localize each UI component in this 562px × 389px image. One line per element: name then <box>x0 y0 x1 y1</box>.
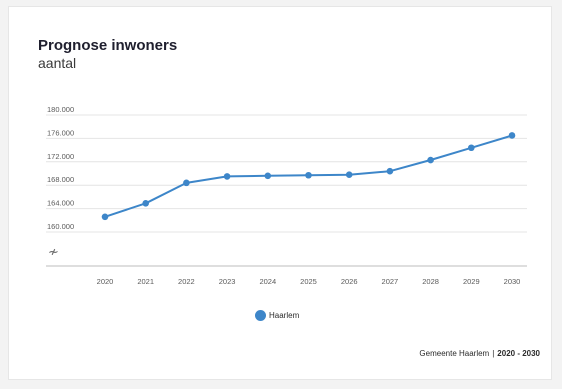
data-point[interactable] <box>468 144 475 152</box>
x-tick-label: 2020 <box>97 277 114 286</box>
footer-source-name: Gemeente Haarlem <box>419 349 490 358</box>
data-point[interactable] <box>305 171 312 179</box>
gridlines <box>46 114 527 267</box>
axis-break-icon: ≁ <box>48 245 59 260</box>
data-point[interactable] <box>101 213 109 221</box>
legend-marker-haarlem <box>255 310 266 321</box>
data-point[interactable] <box>183 179 190 187</box>
y-tick-label: 176.000 <box>47 128 74 137</box>
x-tick-label: 2023 <box>219 277 236 286</box>
data-point[interactable] <box>427 156 434 164</box>
x-tick-label: 2027 <box>382 277 399 286</box>
y-tick-label: 160.000 <box>47 222 74 231</box>
data-point[interactable] <box>508 132 516 139</box>
chart-card <box>8 6 552 380</box>
footer-years: 2020 - 2030 <box>497 349 540 358</box>
data-point[interactable] <box>386 167 394 175</box>
x-axis-ticks: 2020 2021 2022 2023 2024 2025 2026 2027 2028 2029… <box>97 277 521 286</box>
x-tick-label: 2028 <box>422 277 439 286</box>
data-point[interactable] <box>345 171 353 178</box>
legend[interactable]: Haarlem <box>255 310 299 321</box>
y-tick-label: 172.000 <box>47 152 74 161</box>
x-tick-label: 2022 <box>178 277 195 286</box>
x-tick-label: 2026 <box>341 277 358 286</box>
chart-title: Prognose inwoners <box>38 37 178 54</box>
x-tick-label: 2030 <box>504 277 521 286</box>
chart-subtitle: aantal <box>38 55 77 71</box>
footer-separator: | <box>492 349 495 358</box>
data-point[interactable] <box>264 172 272 180</box>
y-tick-label: 180.000 <box>47 105 74 114</box>
y-axis-ticks: 180.000 176.000 172.000 168.000 164.000 160.0… <box>47 105 74 260</box>
legend-label-haarlem: Haarlem <box>269 311 300 320</box>
data-point[interactable] <box>142 200 149 207</box>
y-tick-label: 168.000 <box>47 175 74 184</box>
data-point[interactable] <box>223 173 231 180</box>
x-tick-label: 2025 <box>300 277 317 286</box>
footer-source: Gemeente Haarlem | 2020 - 2030 <box>419 349 540 358</box>
x-tick-label: 2021 <box>137 277 154 286</box>
x-tick-label: 2029 <box>463 277 480 286</box>
x-tick-label: 2024 <box>259 277 276 286</box>
y-tick-label: 164.000 <box>47 199 74 208</box>
series-group <box>101 132 516 221</box>
